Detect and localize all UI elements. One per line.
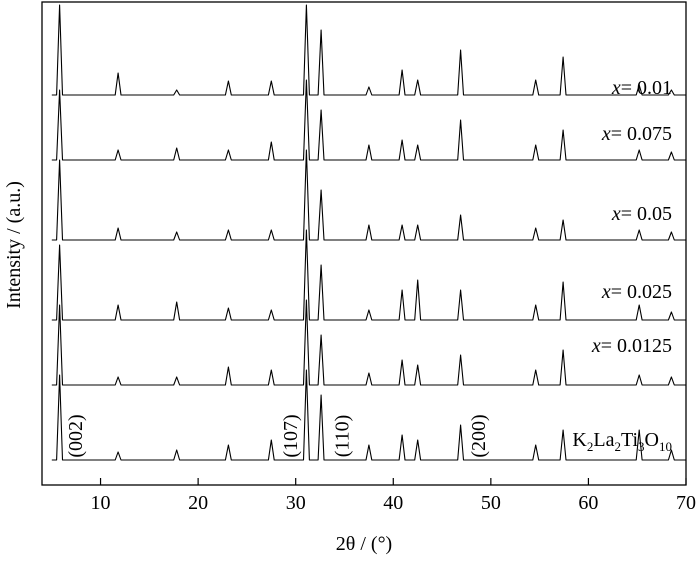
- plot-frame: [41, 1, 687, 486]
- x-tick-label: 10: [91, 492, 111, 514]
- x-tick-label: 20: [188, 492, 208, 514]
- xrd-trace: [51, 79, 686, 161]
- series-label: x= 0.05: [611, 203, 672, 225]
- x-tick-label: 70: [676, 492, 696, 514]
- series-label: x= 0.01: [611, 77, 672, 99]
- series-label: K2La2Ti3O10: [572, 429, 672, 454]
- y-axis-label: Intensity / (a.u.): [3, 181, 25, 309]
- xrd-trace: [51, 369, 686, 461]
- xrd-trace: [51, 229, 686, 321]
- x-tick-label: 40: [383, 492, 403, 514]
- series-label: x= 0.0125: [591, 335, 672, 357]
- x-tick-label: 30: [286, 492, 306, 514]
- x-axis-label: 2θ / (°): [336, 533, 392, 555]
- xrd-trace: [51, 4, 686, 96]
- xrd-trace: [51, 299, 686, 386]
- x-tick-label: 50: [481, 492, 501, 514]
- series-label: x= 0.025: [601, 281, 672, 303]
- xrd-trace: [51, 149, 686, 241]
- peak-annotation: (110): [332, 415, 354, 458]
- peak-annotation: (002): [65, 414, 87, 457]
- x-tick-label: 60: [578, 492, 598, 514]
- peak-annotation: (200): [468, 414, 490, 457]
- series-label: x= 0.075: [601, 123, 672, 145]
- peak-annotation: (107): [280, 414, 302, 457]
